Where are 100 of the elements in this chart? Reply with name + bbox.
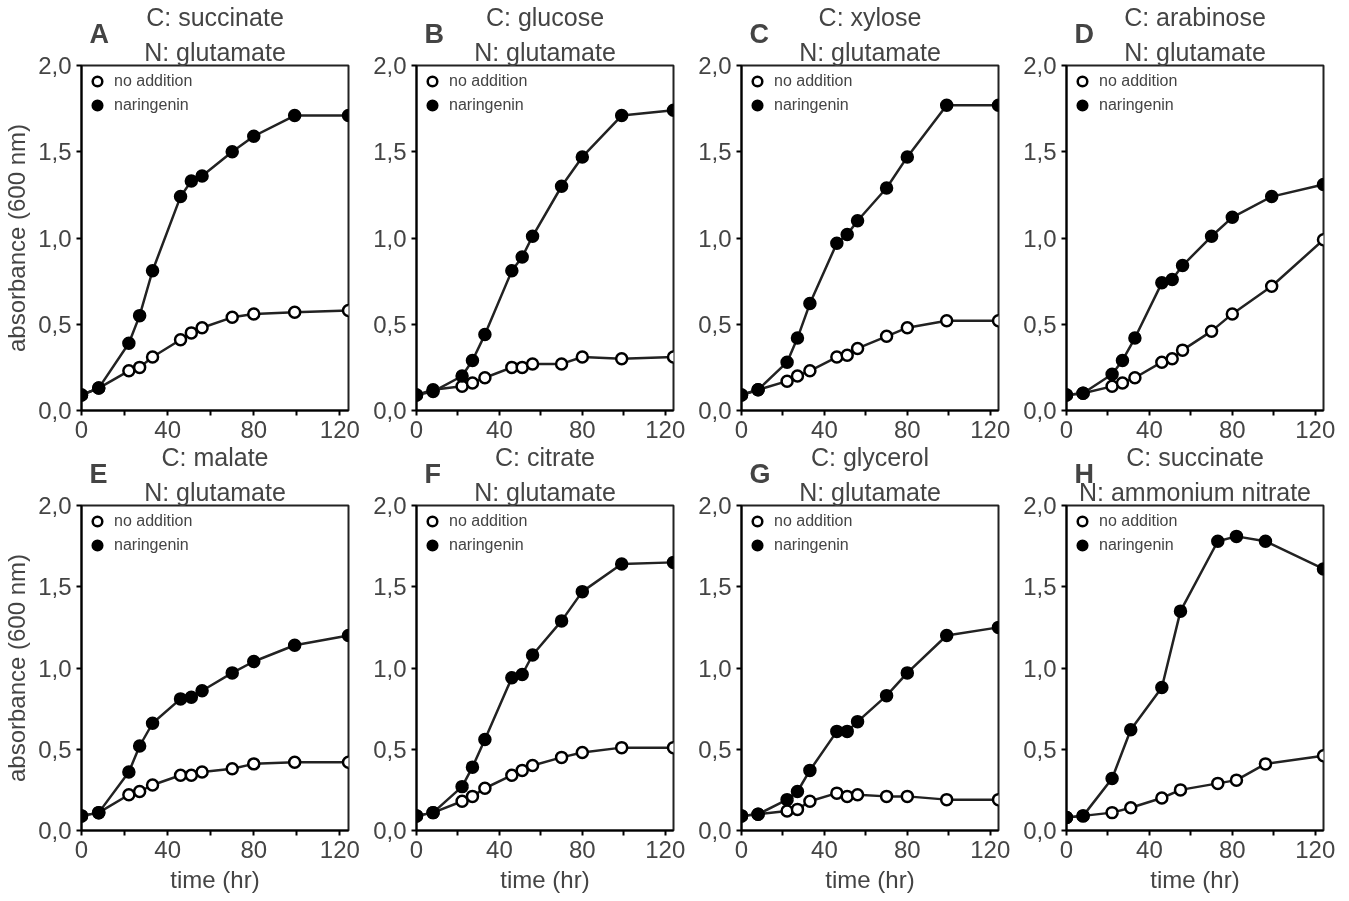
chart-title: C: arabinose — [1124, 2, 1266, 31]
y-tick-label: 2,0 — [38, 492, 72, 519]
y-tick-label: 1,0 — [1023, 224, 1057, 252]
chart-subtitle: N: glutamate — [144, 37, 286, 66]
y-tick-label: 0,0 — [38, 397, 72, 424]
chart-title: C: succinate — [1126, 442, 1264, 471]
x-tick-label: 0 — [734, 415, 749, 443]
text: D — [1074, 19, 1094, 49]
y-tick-label: 0,5 — [373, 310, 407, 338]
x-tick-label: 120 — [970, 415, 1011, 443]
legend-label: no addition — [114, 71, 193, 91]
y-tick-label: 1,5 — [373, 573, 407, 601]
x-tick-label: 120 — [1295, 415, 1336, 443]
x-tick-label: 40 — [154, 835, 181, 863]
legend-label: naringenin — [774, 535, 849, 555]
y-tick-label: 1,5 — [373, 138, 407, 166]
y-tick-label: 1,0 — [38, 654, 72, 682]
y-tick-label: 0,5 — [373, 735, 407, 763]
legend-label: no addition — [1099, 511, 1178, 531]
x-tick-label: 80 — [893, 835, 921, 863]
x-tick-label: 80 — [568, 835, 596, 863]
legend-label: no addition — [774, 511, 853, 531]
x-tick-label: 0 — [1059, 835, 1074, 863]
text: C — [749, 19, 769, 49]
y-tick-label: 2,0 — [38, 52, 72, 79]
legend-label: no addition — [449, 511, 528, 531]
y-tick-label: 1,5 — [38, 573, 72, 601]
x-tick-label: 80 — [568, 415, 596, 443]
legend-label: naringenin — [774, 95, 849, 115]
y-tick-label: 1,0 — [373, 654, 407, 682]
x-tick-label: 80 — [1218, 835, 1246, 863]
y-tick-label: 0,0 — [1023, 817, 1057, 844]
y-tick-label: 1,5 — [698, 138, 732, 166]
y-tick-label: 0,0 — [373, 817, 407, 844]
y-tick-label: 2,0 — [1023, 52, 1057, 79]
x-tick-label: 120 — [1295, 835, 1336, 863]
x-tick-label: 80 — [240, 835, 268, 863]
legend-label: no addition — [774, 71, 853, 91]
x-tick-label: 40 — [811, 415, 838, 443]
y-tick-label: 0,0 — [38, 817, 72, 844]
y-tick-label: 2,0 — [373, 52, 407, 79]
text: A — [89, 19, 109, 49]
y-tick-label: 0,5 — [38, 310, 72, 338]
legend-label: no addition — [114, 511, 193, 531]
x-tick-label: 80 — [893, 415, 921, 443]
legend-label: naringenin — [1099, 535, 1174, 555]
chart-subtitle: N: glutamate — [799, 477, 941, 506]
x-tick-label: 40 — [1136, 415, 1163, 443]
x-axis-title: time (hr) — [500, 865, 590, 893]
chart-subtitle: N: glutamate — [474, 37, 616, 66]
y-tick-label: 1,5 — [1023, 573, 1057, 601]
x-tick-label: 0 — [74, 835, 89, 863]
x-tick-label: 0 — [734, 835, 749, 863]
x-tick-label: 40 — [486, 835, 513, 863]
chart-title: C: succinate — [146, 2, 284, 31]
legend-label: no addition — [1099, 71, 1178, 91]
chart-subtitle: N: glutamate — [799, 37, 941, 66]
y-tick-label: 0,5 — [1023, 735, 1057, 763]
x-tick-label: 0 — [409, 835, 424, 863]
y-tick-label: 1,0 — [1023, 654, 1057, 682]
x-tick-label: 80 — [240, 415, 268, 443]
x-tick-label: 40 — [811, 835, 838, 863]
y-tick-label: 0,0 — [1023, 397, 1057, 424]
y-tick-label: 1,0 — [38, 224, 72, 252]
legend-label: no addition — [449, 71, 528, 91]
y-tick-label: 1,5 — [1023, 138, 1057, 166]
x-tick-label: 120 — [645, 415, 686, 443]
x-tick-label: 0 — [409, 415, 424, 443]
x-tick-label: 40 — [486, 415, 513, 443]
x-tick-label: 120 — [319, 415, 360, 443]
x-tick-label: 0 — [74, 415, 89, 443]
chart-subtitle: N: glutamate — [474, 477, 616, 506]
y-tick-label: 0,0 — [373, 397, 407, 424]
text: B — [424, 19, 444, 49]
legend-label: naringenin — [449, 95, 524, 115]
y-tick-label: 1,5 — [38, 138, 72, 166]
x-tick-label: 0 — [1059, 415, 1074, 443]
chart-subtitle: N: glutamate — [1124, 37, 1266, 66]
x-axis-title: time (hr) — [825, 865, 915, 893]
y-tick-label: 1,0 — [698, 654, 732, 682]
legend-label: naringenin — [114, 95, 189, 115]
y-tick-label: 0,5 — [1023, 310, 1057, 338]
y-tick-label: 2,0 — [698, 492, 732, 519]
x-tick-label: 120 — [319, 835, 360, 863]
y-tick-label: 1,5 — [698, 573, 732, 601]
y-tick-label: 2,0 — [373, 492, 407, 519]
x-tick-label: 40 — [154, 415, 181, 443]
text: G — [749, 459, 771, 489]
chart-title: C: glucose — [485, 2, 605, 31]
y-tick-label: 0,5 — [38, 735, 72, 763]
legend-label: naringenin — [114, 535, 189, 555]
y-tick-label: 0,5 — [698, 310, 732, 338]
y-axis-title: absorbance (600 nm) — [3, 123, 31, 353]
chart-title: C: citrate — [494, 442, 596, 471]
y-tick-label: 0,0 — [698, 397, 732, 424]
x-tick-label: 120 — [645, 835, 686, 863]
legend-label: naringenin — [1099, 95, 1174, 115]
text: F — [424, 459, 441, 489]
x-axis-title: time (hr) — [1150, 865, 1240, 893]
y-tick-label: 1,0 — [373, 224, 407, 252]
